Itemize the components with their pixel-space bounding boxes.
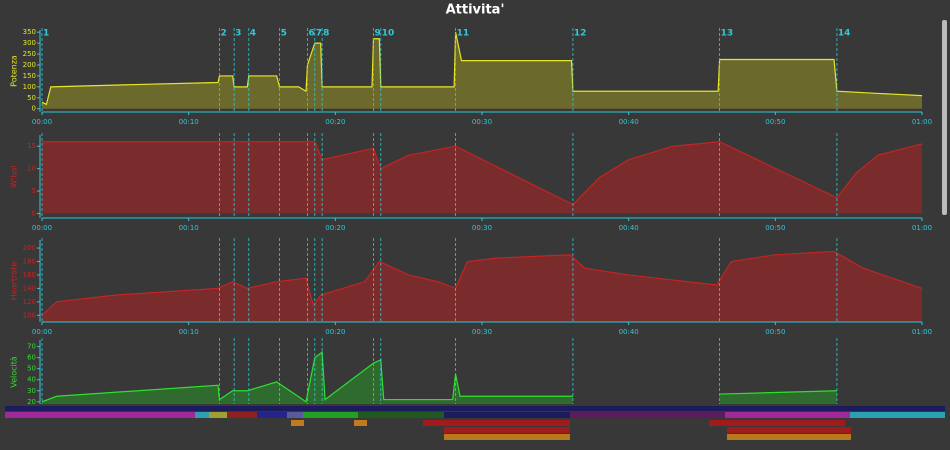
- y-tick-label: 50: [27, 365, 36, 373]
- x-tick-label: 01:00: [912, 118, 932, 126]
- zone: [850, 412, 945, 418]
- interval-label: 2: [220, 29, 226, 39]
- y-tick-label: 140: [23, 284, 36, 292]
- zone: [227, 412, 257, 418]
- series-line: [41, 250, 923, 316]
- interval-label: 1: [43, 29, 49, 39]
- interval-label: 10: [382, 29, 395, 39]
- zone: [195, 412, 209, 418]
- x-tick-label: 00:40: [619, 224, 639, 232]
- zone: [570, 412, 725, 418]
- y-axis-label: Heartrate: [10, 262, 19, 301]
- x-tick-label: 01:00: [912, 224, 932, 232]
- interval-label: 6: [308, 29, 314, 39]
- area-fill: [42, 141, 922, 214]
- zone: [358, 412, 444, 418]
- x-tick-label: 00:40: [619, 118, 639, 126]
- series-line: [41, 350, 573, 403]
- interval-label: 5: [281, 29, 287, 39]
- zone: [444, 434, 570, 440]
- y-tick-label: 100: [23, 83, 36, 91]
- area-fill: [42, 251, 922, 322]
- y-axis-label: Velocità: [10, 356, 19, 388]
- zone: [727, 434, 851, 440]
- zone: [257, 412, 287, 418]
- x-tick-label: 00:10: [179, 328, 199, 336]
- zone: [5, 412, 195, 418]
- title: Attivita': [446, 3, 505, 18]
- y-tick-label: 120: [23, 298, 36, 306]
- y-tick-label: 70: [27, 343, 36, 351]
- zone: [727, 427, 851, 433]
- y-tick-label: 250: [23, 50, 36, 58]
- y-tick-label: 150: [23, 72, 36, 80]
- zone: [423, 420, 570, 426]
- y-tick-label: 0: [32, 105, 36, 113]
- interval-label: 3: [235, 29, 241, 39]
- y-tick-label: 0: [32, 210, 36, 218]
- zone: [303, 412, 358, 418]
- y-tick-label: 30: [27, 387, 36, 395]
- x-tick-label: 00:10: [179, 224, 199, 232]
- y-tick-label: 160: [23, 271, 36, 279]
- x-tick-label: 00:30: [472, 328, 492, 336]
- x-tick-label: 00:30: [472, 118, 492, 126]
- area-fill: [42, 32, 922, 109]
- y-tick-label: 200: [23, 61, 36, 69]
- x-tick-label: 00:10: [179, 118, 199, 126]
- y-axis-label: W'bal: [10, 165, 19, 187]
- x-tick-label: 00:20: [325, 328, 345, 336]
- x-tick-label: 00:00: [32, 118, 52, 126]
- interval-label: 13: [721, 29, 734, 39]
- interval-label: 12: [574, 29, 587, 39]
- x-tick-label: 00:20: [325, 118, 345, 126]
- zone: [725, 412, 850, 418]
- interval-label: 9: [374, 29, 380, 39]
- y-tick-label: 350: [23, 28, 36, 36]
- y-tick-label: 180: [23, 258, 36, 266]
- zone: [444, 412, 570, 418]
- y-tick-label: 300: [23, 39, 36, 47]
- y-tick-label: 50: [27, 94, 36, 102]
- area-fill: [719, 390, 837, 404]
- x-tick-label: 00:30: [472, 224, 492, 232]
- y-tick-label: 40: [27, 376, 36, 384]
- zone: [354, 420, 367, 426]
- area-fill: [42, 352, 573, 404]
- y-axis-label: Potenza: [10, 55, 19, 87]
- x-tick-label: 00:00: [32, 328, 52, 336]
- x-tick-label: 00:40: [619, 328, 639, 336]
- zone-bars: [5, 406, 945, 440]
- y-tick-label: 15: [27, 142, 36, 150]
- interval-label: 4: [250, 29, 256, 39]
- y-tick-label: 60: [27, 354, 36, 362]
- y-tick-label: 20: [27, 398, 36, 406]
- x-tick-label: 00:00: [32, 224, 52, 232]
- zone-strip: [5, 406, 945, 411]
- y-tick-label: 200: [23, 244, 36, 252]
- zone: [444, 427, 570, 433]
- zone: [287, 412, 303, 418]
- y-tick-label: 100: [23, 311, 36, 319]
- zone: [209, 412, 227, 418]
- x-tick-label: 01:00: [912, 328, 932, 336]
- y-tick-label: 10: [27, 165, 36, 173]
- x-tick-label: 00:50: [765, 224, 785, 232]
- series-line: [41, 32, 923, 106]
- interval-label: 7: [316, 29, 322, 39]
- scrollbar[interactable]: [942, 20, 947, 215]
- interval-label: 14: [838, 29, 851, 39]
- series-line: [719, 390, 837, 395]
- x-tick-label: 00:50: [765, 328, 785, 336]
- y-tick-label: 5: [32, 187, 36, 195]
- zone: [291, 420, 304, 426]
- x-tick-label: 00:20: [325, 224, 345, 232]
- interval-label: 8: [323, 29, 329, 39]
- interval-label: 11: [457, 29, 470, 39]
- zone: [709, 420, 845, 426]
- x-tick-label: 00:50: [765, 118, 785, 126]
